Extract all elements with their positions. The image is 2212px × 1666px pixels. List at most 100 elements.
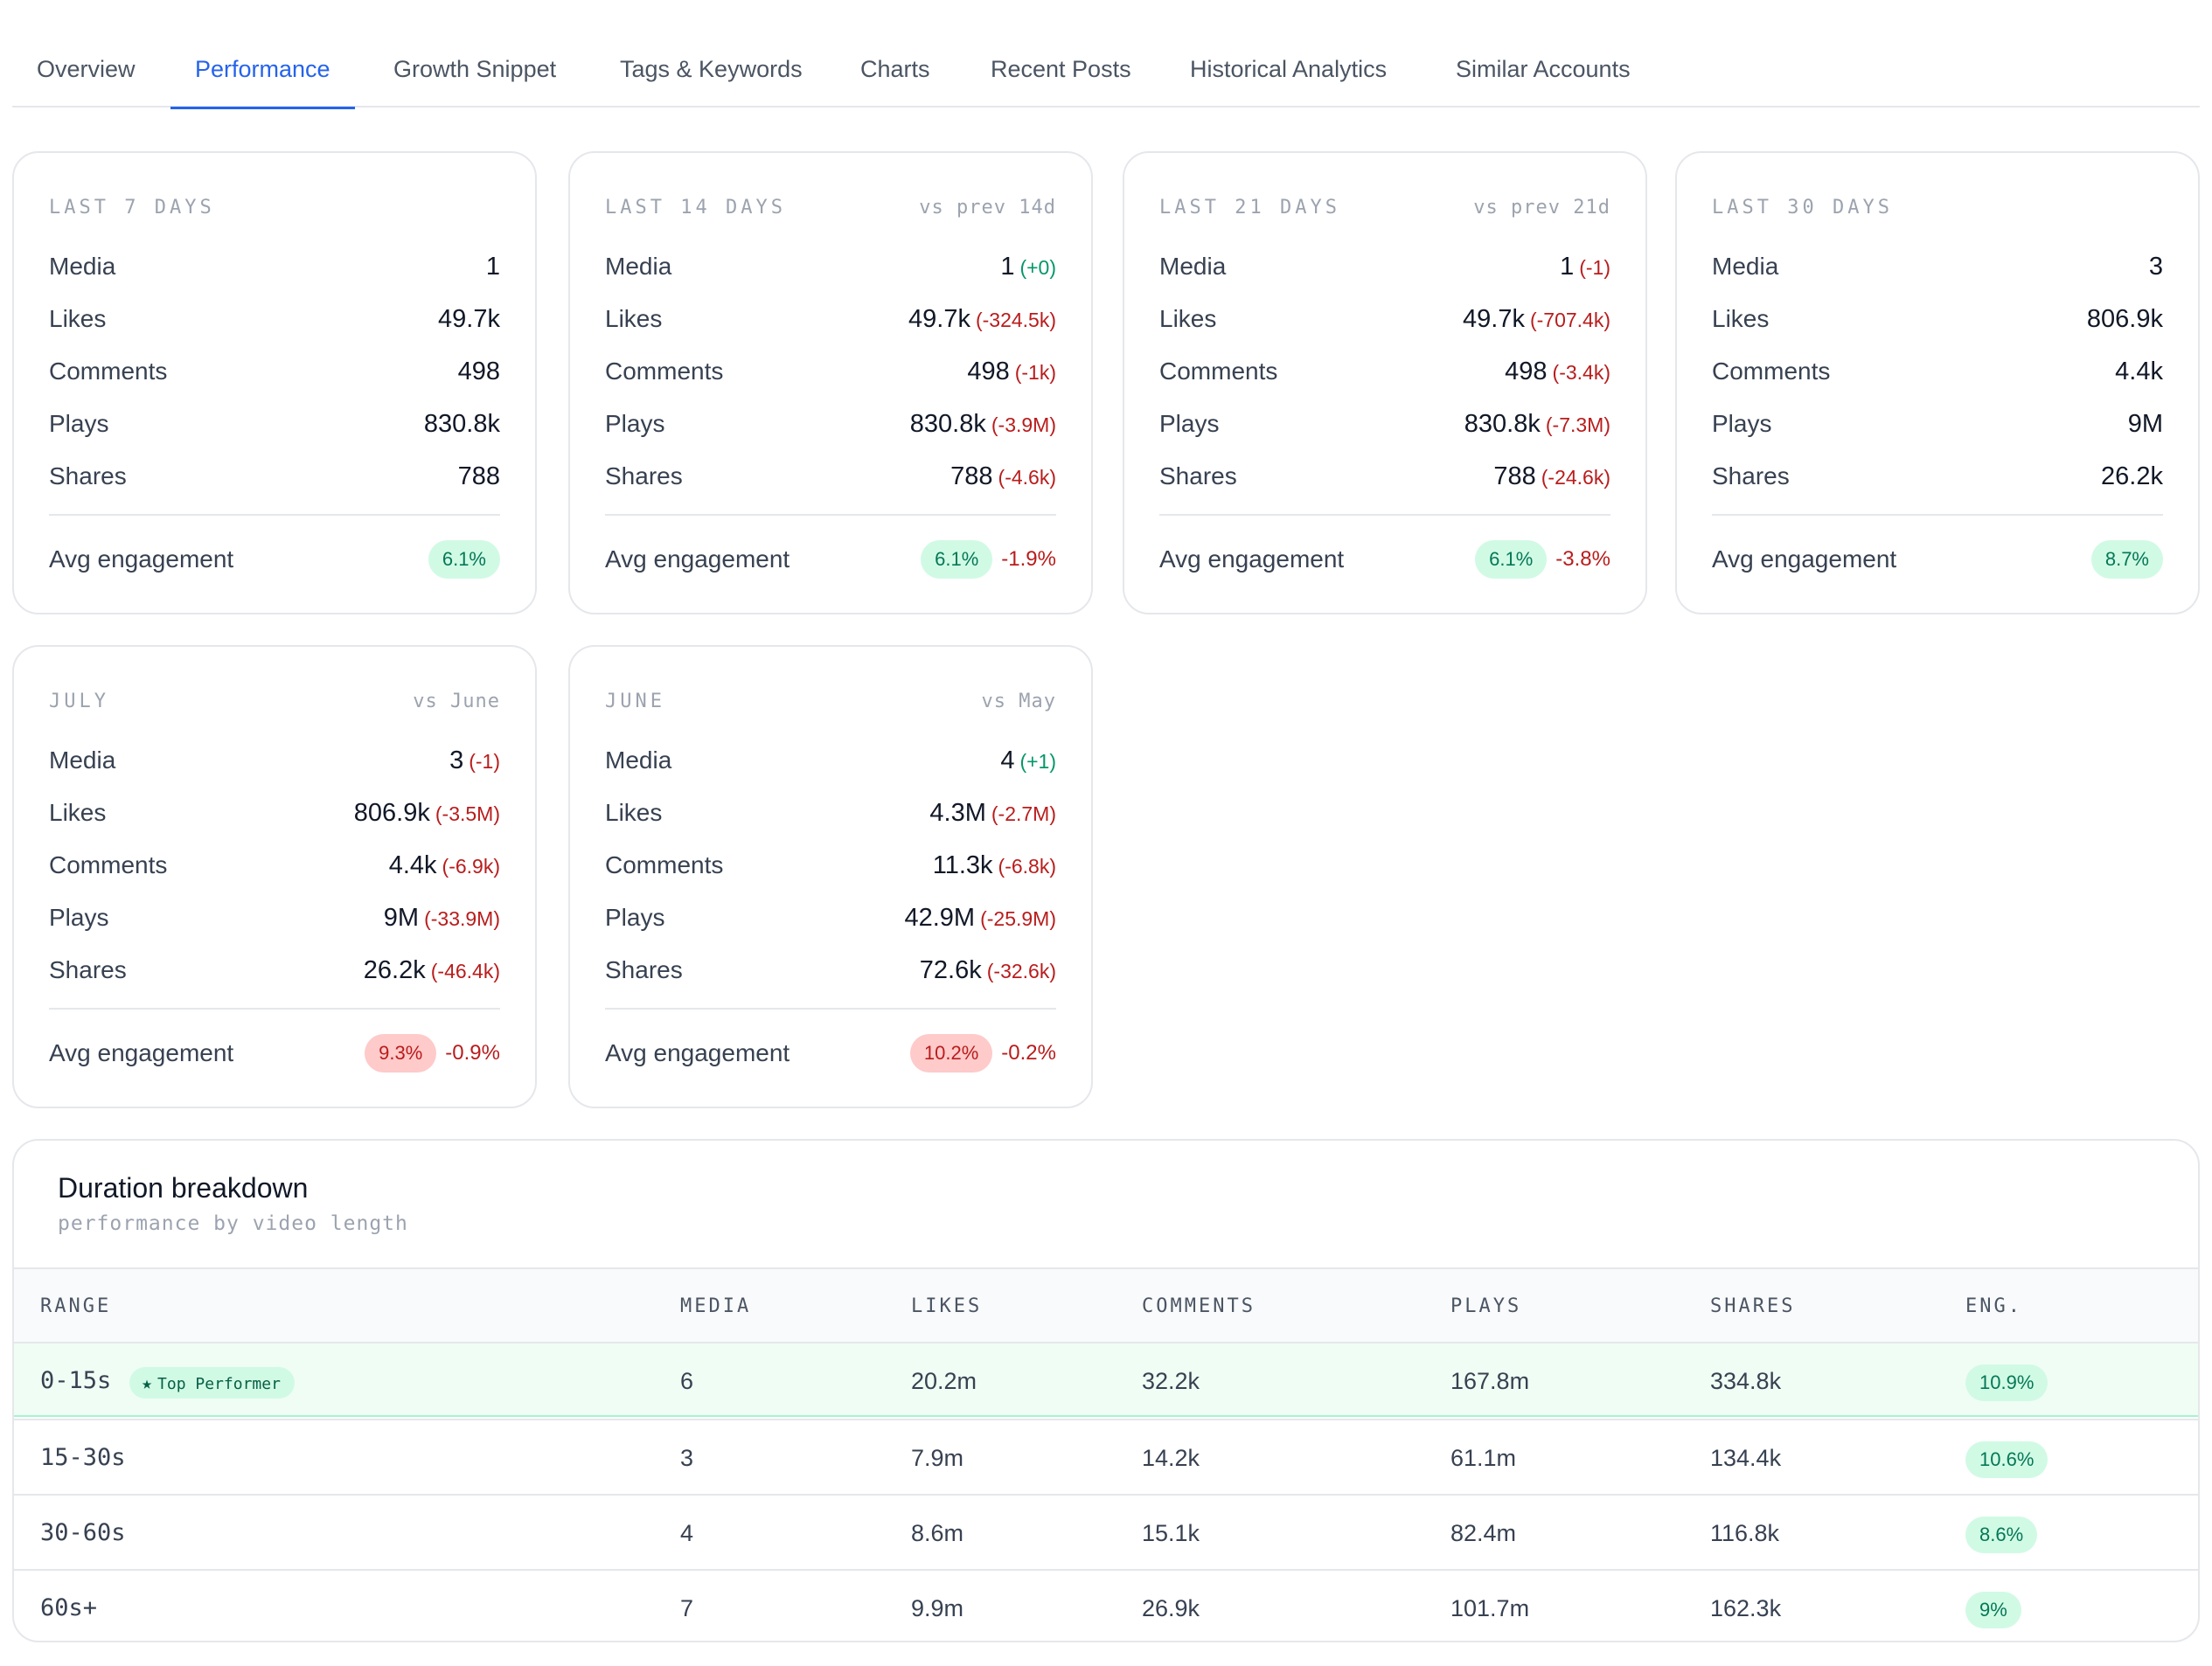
avg-engagement-row: Avg engagement 8.7% [1712,533,2163,586]
duration-breakdown-panel: Duration breakdown performance by video … [12,1139,2200,1642]
metric-label: Comments [49,851,168,878]
engagement-pill: 8.7% [2090,540,2163,579]
engagement-pill: 10.9% [1965,1364,2049,1401]
card-title: JUNE [605,691,665,712]
metric-row-likes: Likes 806.9k [1712,293,2163,345]
metric-row-likes: Likes 49.7k (-707.4k) [1159,293,1610,345]
metric-label: Media [605,746,672,774]
period-card-july: JULY vs June Media 3 (-1) Likes 806.9k (-3.5… [12,645,537,1108]
engagement-pill: 6.1% [428,540,500,579]
metric-delta: (-1) [1579,256,1610,279]
metric-label: Comments [1159,357,1278,385]
card-title: LAST 14 DAYS [605,197,786,219]
metric-row-likes: Likes 806.9k (-3.5M) [49,787,500,839]
metric-value: 1 [1560,253,1575,281]
metric-label: Likes [605,305,663,332]
metric-label: Media [1159,253,1227,280]
metric-delta: (-6.8k) [998,855,1056,878]
likes-cell: 8.6m [911,1520,964,1546]
tab-performance[interactable]: Performance [170,26,355,109]
metric-label: Comments [605,851,724,878]
card-title: LAST 30 DAYS [1712,197,1893,219]
metric-label: Likes [49,305,107,332]
engagement-pill: 8.6% [1965,1517,2038,1553]
metric-label: Plays [49,410,109,437]
metric-label: Media [1712,253,1779,280]
metric-label: Shares [49,462,127,489]
card-divider [1712,514,2163,516]
plays-cell: 101.7m [1450,1595,1530,1621]
metric-delta: (+1) [1019,750,1056,773]
card-header: LAST 30 DAYS [1712,197,2163,223]
shares-cell: 116.8k [1710,1520,1780,1546]
metric-delta: (-324.5k) [975,309,1056,331]
metric-value: 3 [449,746,464,774]
card-header: JUNE vs May [605,691,1056,717]
range-cell: 60s+ [40,1594,98,1621]
metric-label: Plays [1712,410,1772,437]
metric-row-likes: Likes 49.7k [49,293,500,345]
metric-label: Likes [1712,305,1770,332]
engagement-pill: 6.1% [921,540,993,579]
tab-historical-analytics[interactable]: Historical Analytics [1190,56,1388,82]
column-header-likes: LIKES [911,1295,983,1317]
metric-value: 49.7k [908,305,970,333]
metric-label: Comments [1712,357,1831,385]
metric-label: Media [605,253,672,280]
metric-value: 9M [383,904,420,932]
metric-value: 830.8k [423,410,500,438]
card-divider [49,1008,500,1010]
metric-row-comments: Comments 4.4k (-6.9k) [49,839,500,892]
metric-row-plays: Plays 830.8k [49,398,500,450]
metric-label: Shares [605,956,683,983]
metric-row-media: Media 1 (-1) [1159,240,1610,293]
shares-cell: 334.8k [1710,1368,1782,1394]
metric-label: Shares [1712,462,1790,489]
metric-value: 26.2k [2101,462,2163,490]
tab-growth-snippet[interactable]: Growth Snippet [393,56,557,82]
comments-cell: 32.2k [1142,1368,1200,1394]
metric-label: Comments [605,357,724,385]
plays-cell: 82.4m [1450,1520,1517,1546]
metric-value: 26.2k [363,956,426,984]
column-header-comments: COMMENTS [1142,1295,1256,1317]
avg-engagement-label: Avg engagement [605,545,790,573]
tab-overview[interactable]: Overview [37,56,136,82]
metric-row-comments: Comments 498 (-1k) [605,345,1056,398]
metric-value: 806.9k [2086,305,2163,333]
metric-value: 788 [457,462,500,490]
metric-row-plays: Plays 830.8k (-3.9M) [605,398,1056,450]
metric-delta: (-24.6k) [1541,466,1610,489]
avg-engagement-row: Avg engagement 6.1% -1.9% [605,533,1056,586]
media-cell: 7 [680,1595,694,1621]
engagement-pill: 9% [1965,1592,2021,1628]
metric-value: 830.8k [1464,410,1541,438]
comments-cell: 14.2k [1142,1445,1200,1471]
metric-row-shares: Shares 788 (-4.6k) [605,450,1056,503]
tab-recent-posts[interactable]: Recent Posts [991,56,1131,82]
metric-row-media: Media 3 (-1) [49,734,500,787]
metric-delta: (-2.7M) [991,802,1056,825]
avg-engagement-row: Avg engagement 9.3% -0.9% [49,1027,500,1079]
avg-engagement-label: Avg engagement [49,545,234,573]
comments-cell: 15.1k [1142,1520,1200,1546]
metric-row-shares: Shares 26.2k (-46.4k) [49,944,500,996]
card-divider [605,1008,1056,1010]
likes-cell: 7.9m [911,1445,964,1471]
metric-row-comments: Comments 498 [49,345,500,398]
card-header: LAST 21 DAYS vs prev 21d [1159,197,1610,223]
metric-value: 830.8k [909,410,986,438]
metric-row-media: Media 4 (+1) [605,734,1056,787]
metric-value: 806.9k [353,799,430,827]
metric-row-media: Media 1 [49,240,500,293]
tab-tags-keywords[interactable]: Tags & Keywords [620,56,803,82]
metric-delta: (-1k) [1014,361,1056,384]
range-cell: 30-60s [40,1519,126,1546]
tab-similar-accounts[interactable]: Similar Accounts [1456,56,1631,82]
tab-charts[interactable]: Charts [860,56,930,82]
card-title: JULY [49,691,109,712]
comments-cell: 26.9k [1142,1595,1200,1621]
metric-label: Comments [49,357,168,385]
card-compare-label: vs prev 21d [1473,197,1610,219]
